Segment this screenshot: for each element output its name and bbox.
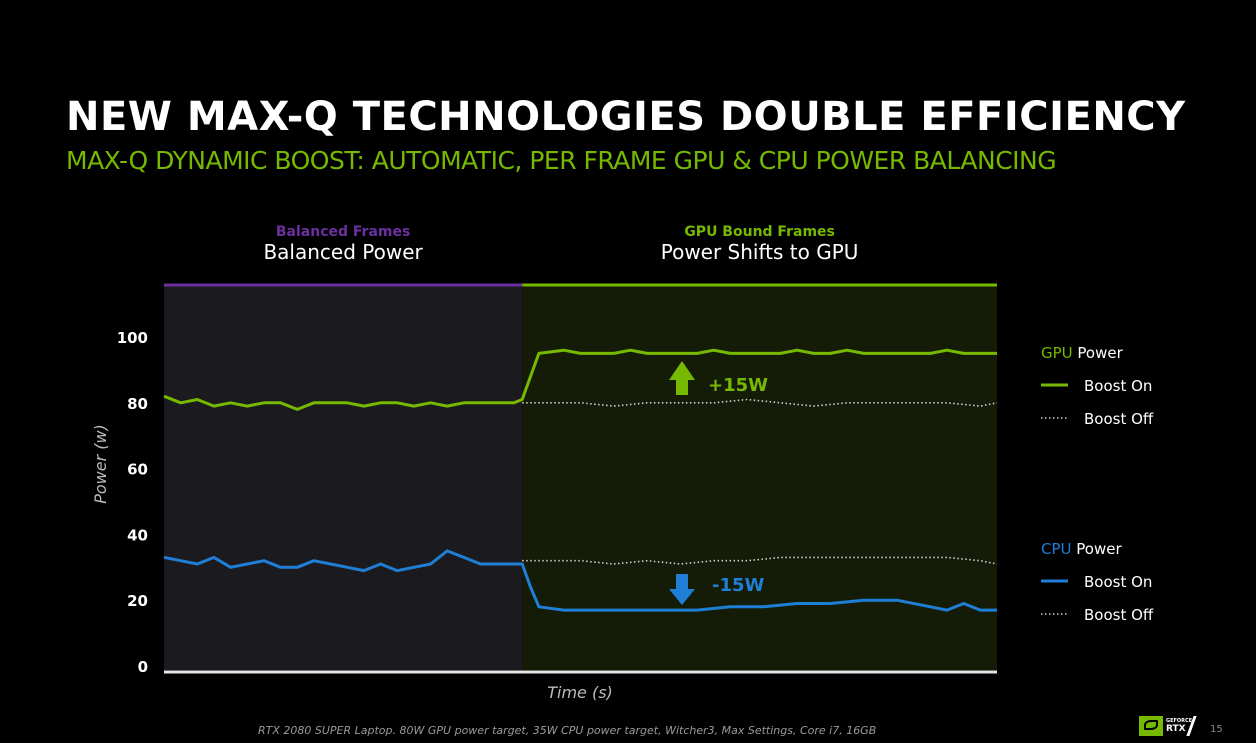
y-axis-label: Power (w) [91,424,110,504]
slide-subtitle: MAX-Q DYNAMIC BOOST: AUTOMATIC, PER FRAM… [66,146,1057,175]
geforce-rtx-logo: GEFORCE RTX [1139,716,1197,736]
series-line-cpu-power-boost-off [522,556,998,565]
up-arrow-icon [669,361,695,395]
y-tick-label: 60 [127,461,148,479]
logo-text: GEFORCE RTX [1166,718,1193,734]
down-arrow-icon [669,574,695,605]
series-line-cpu-power-boost-on [163,549,997,612]
nvidia-eye-icon [1139,716,1163,736]
legend-item-label: Boost Off [1084,410,1154,428]
y-tick-label: 20 [127,592,148,610]
legend-item-label: Boost Off [1084,606,1154,624]
legend-group-title: GPU Power [1041,344,1124,362]
legend-item-label: Boost On [1084,377,1152,395]
footnote: RTX 2080 SUPER Laptop. 80W GPU power tar… [258,724,877,737]
y-tick-label: 80 [127,395,148,413]
series-line-gpu-power-boost-off [522,398,998,407]
series-line-gpu-power-boost-on [163,348,997,411]
region-background [522,285,997,670]
y-tick-label: 100 [117,329,148,347]
region-big-label: Balanced Power [263,240,423,264]
region-background [164,285,523,670]
annotation-label: -15W [712,575,765,596]
legend-item-label: Boost On [1084,573,1152,591]
y-tick-label: 40 [127,526,148,544]
region-big-label: Power Shifts to GPU [661,240,859,264]
legend-group-title: CPU Power [1041,540,1122,558]
region-small-label: Balanced Frames [276,224,410,240]
annotation-label: +15W [708,375,768,396]
page-number: 15 [1210,724,1223,735]
slide-title: NEW MAX-Q TECHNOLOGIES DOUBLE EFFICIENCY [66,94,1186,140]
x-axis-label: Time (s) [547,683,613,702]
region-small-label: GPU Bound Frames [684,224,835,240]
y-tick-label: 0 [138,658,148,676]
